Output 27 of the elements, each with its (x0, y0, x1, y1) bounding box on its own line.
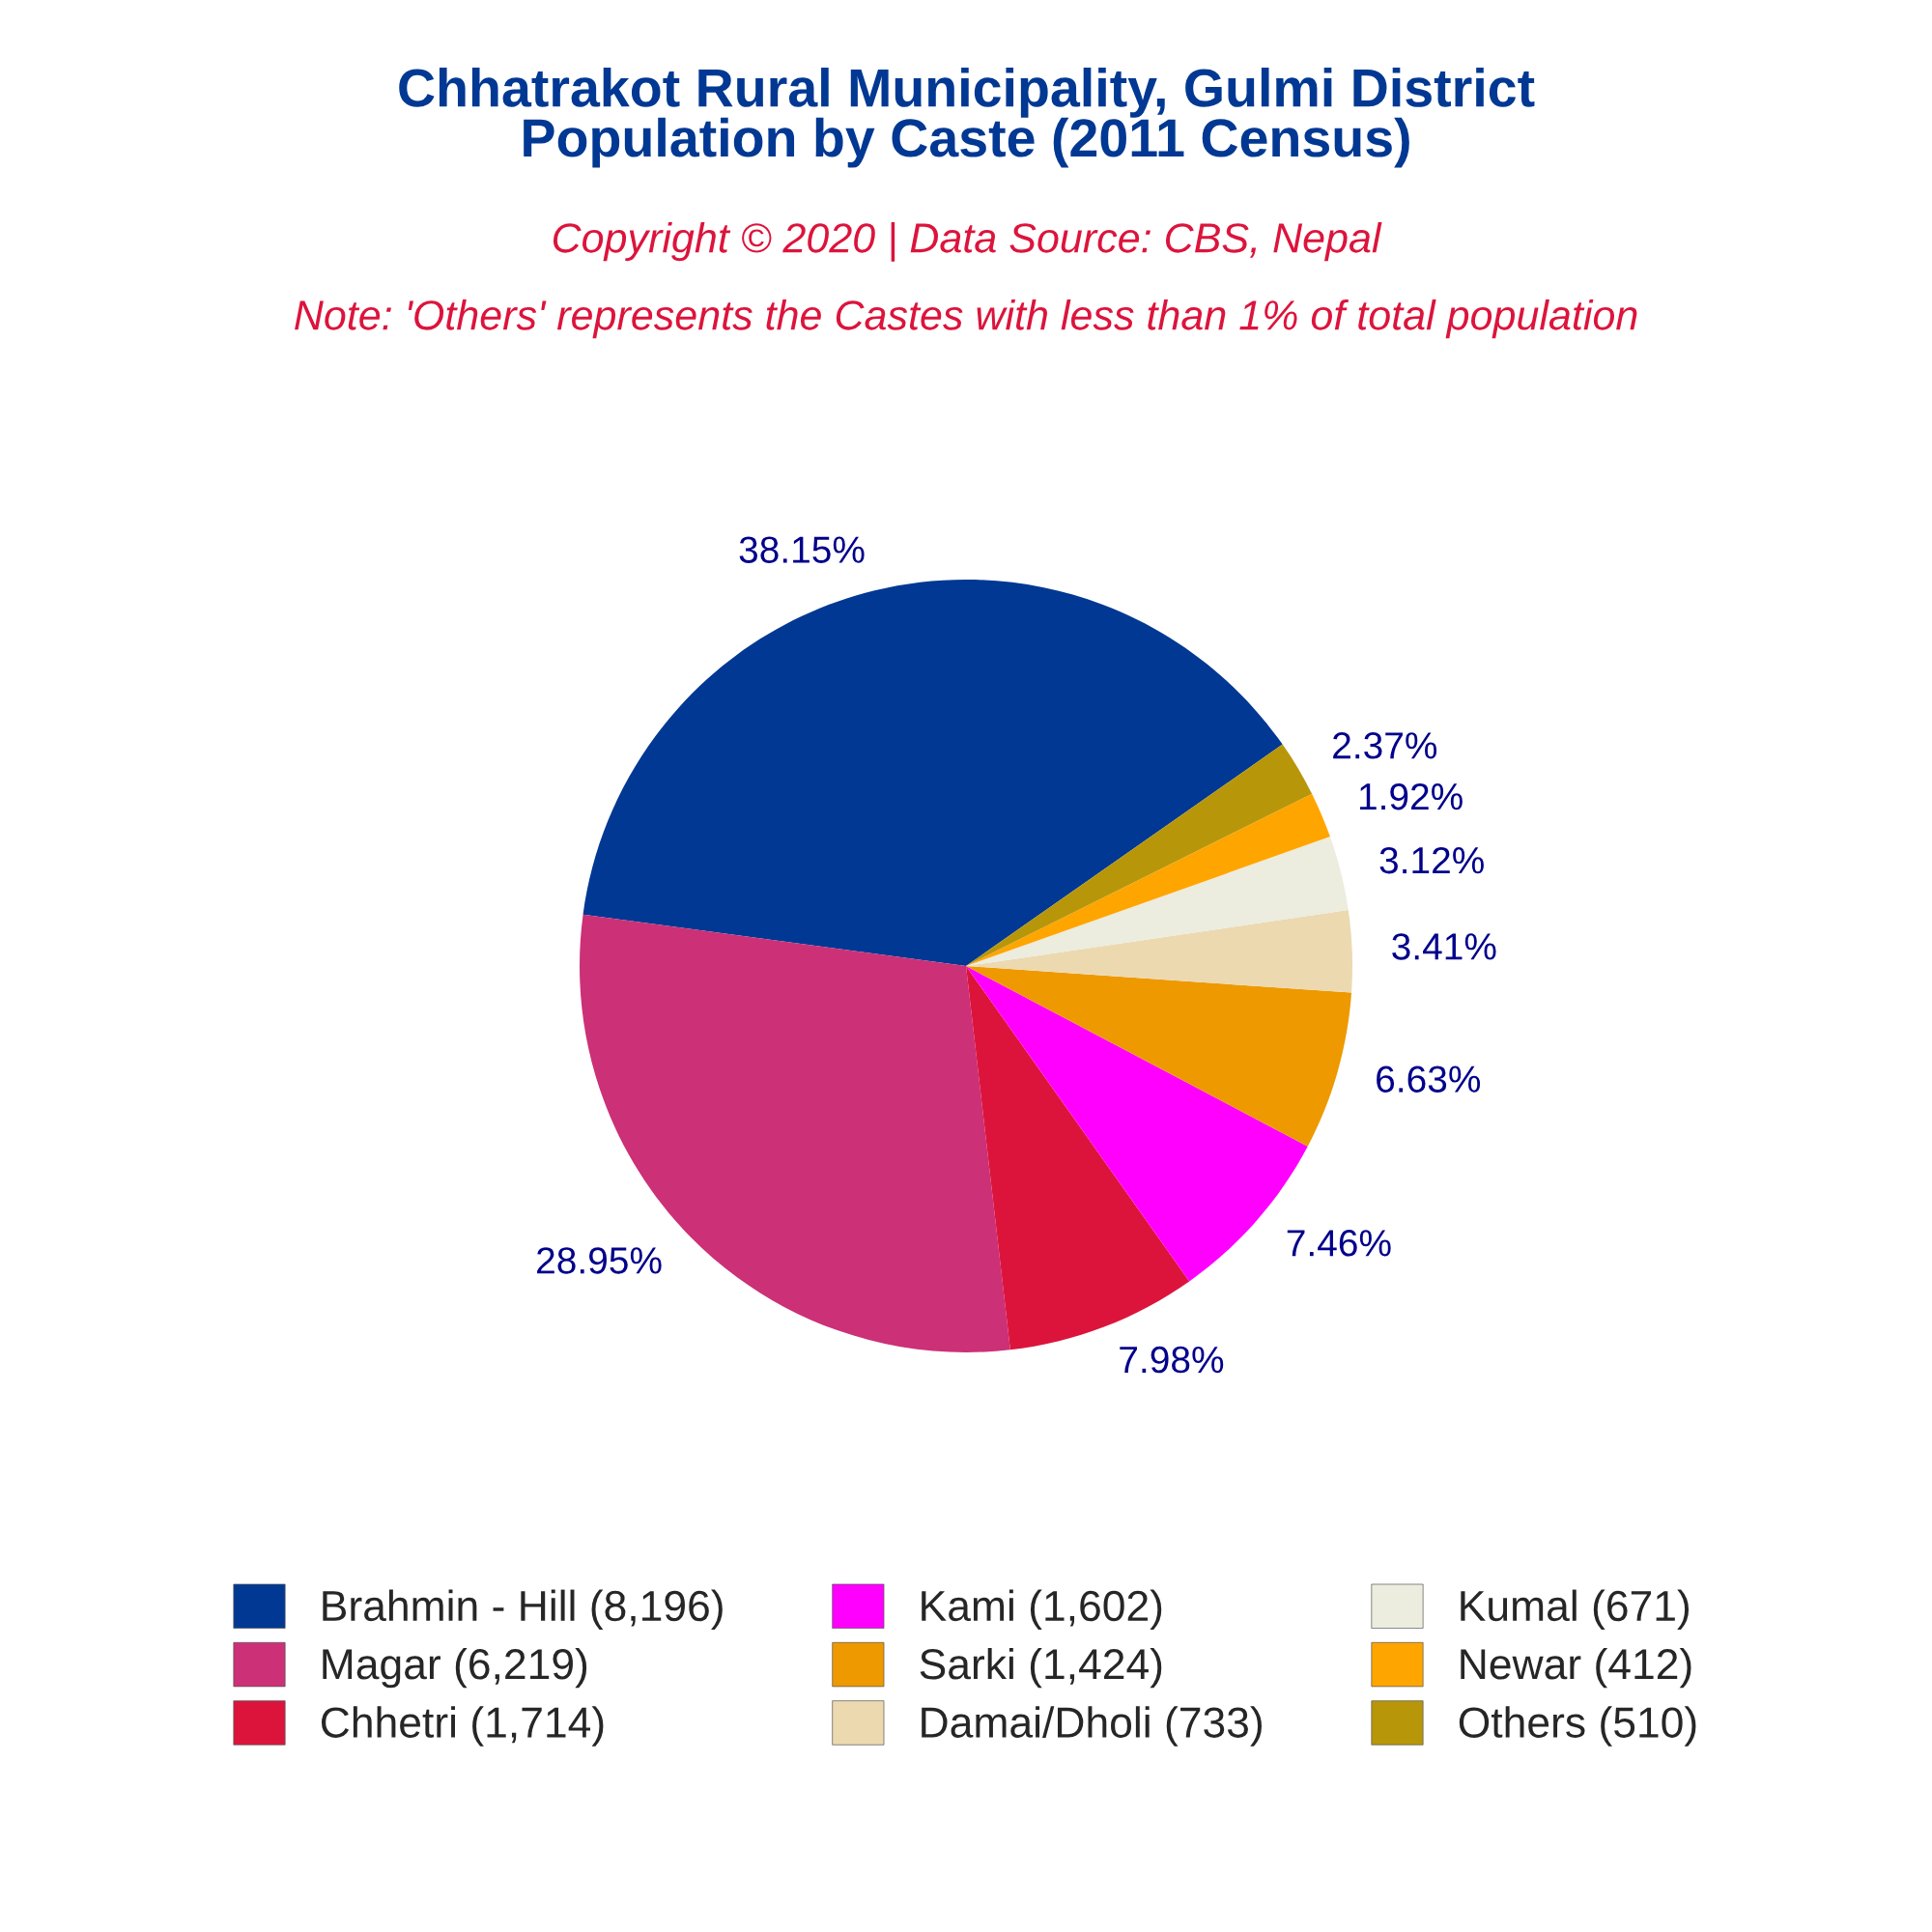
data-label: 6.63% (1377, 1065, 1481, 1093)
legend-label: Damai/Dholi (733) (922, 1706, 1262, 1747)
pie-slice (966, 793, 1330, 966)
data-label: 2.37% (1333, 732, 1437, 759)
data-label: 7.98% (1120, 1346, 1224, 1374)
pie-slice (966, 744, 1313, 966)
pie-slice (966, 910, 1352, 993)
data-label: 7.46% (1287, 1230, 1391, 1257)
chart-subtitle: Copyright © 2020 | Data Source: CBS, Nepal (553, 222, 1382, 262)
legend-label: Chhetri (1,714) (321, 1706, 604, 1747)
pie-slice (966, 966, 1352, 1147)
pie-slice (582, 580, 1283, 966)
legend-label: Kami (1,602) (922, 1589, 1162, 1630)
text: Note: 'Others' represents the Castes with less than 1% of total population (295, 299, 1637, 339)
data-label: 28.95% (537, 1247, 662, 1274)
legend-label: Newar (412) (1461, 1647, 1691, 1689)
legend-label: Sarki (1,424) (920, 1647, 1162, 1689)
chart-title: Chhatrakot Rural Municipality, Gulmi District Population by Caste (2011 Census) (399, 68, 1535, 168)
legend-label: Others (510) (1459, 1706, 1696, 1747)
data-label: 1.92% (1359, 782, 1463, 810)
legend-label: Kumal (671) (1461, 1589, 1690, 1630)
pie-slice (966, 837, 1349, 966)
legend-label: Magar (6,219) (323, 1647, 587, 1689)
legend-label: Brahmin - Hill (8,196) (323, 1589, 723, 1630)
data-label: 38.15% (739, 536, 865, 563)
data-label: 3.41% (1392, 933, 1496, 960)
data-label: 3.12% (1379, 846, 1484, 874)
